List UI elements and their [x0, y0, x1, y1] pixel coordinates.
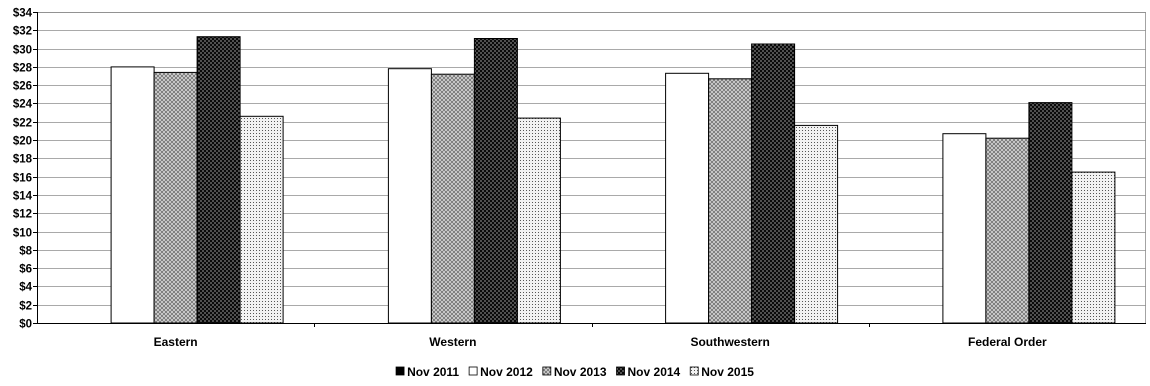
legend-swatch — [616, 366, 625, 376]
y-tick-label: $22 — [13, 118, 32, 130]
y-tick-label: $10 — [13, 228, 32, 240]
bar-nov-2012 — [110, 66, 155, 324]
y-tick-label: $24 — [13, 99, 33, 111]
y-tick-label: $28 — [13, 63, 33, 75]
bar-nov-2012 — [387, 68, 432, 324]
x-tick-label: Federal Order — [968, 335, 1047, 349]
legend-swatch — [395, 366, 405, 376]
y-tick-label: $4 — [19, 282, 32, 294]
bar-nov-2015 — [1071, 171, 1116, 324]
bar-nov-2015 — [794, 124, 839, 324]
y-tick-label: $30 — [13, 45, 32, 57]
x-tick-label: Southwestern — [690, 335, 769, 349]
legend-label: Nov 2011 — [407, 365, 459, 379]
legend-label: Nov 2012 — [480, 365, 533, 379]
x-tick-label: Eastern — [154, 335, 198, 349]
bar-nov-2013 — [985, 137, 1030, 324]
y-tick-label: $26 — [13, 81, 32, 93]
legend-swatch — [542, 366, 552, 376]
legend: Nov 2011 Nov 2012 Nov 2013 Nov 2014 Nov 2015 — [395, 365, 754, 379]
bar-nov-2013 — [708, 78, 753, 324]
legend-swatch — [468, 366, 478, 376]
bar-nov-2014 — [1028, 102, 1073, 324]
bar-nov-2014 — [196, 36, 241, 324]
x-tick-label: Western — [429, 335, 476, 349]
bars — [110, 36, 1116, 324]
legend-label: Nov 2015 — [701, 365, 754, 379]
y-tick-label: $8 — [19, 246, 32, 258]
x-axis: Eastern Western Southwestern Federal Order — [37, 323, 1146, 349]
legend-swatch — [689, 366, 699, 376]
y-tick-label: $34 — [13, 8, 33, 20]
bar-nov-2014 — [473, 38, 518, 324]
y-tick-label: $2 — [19, 301, 32, 313]
legend-label: Nov 2013 — [554, 365, 607, 379]
y-tick-label: $14 — [13, 191, 33, 203]
y-tick-label: $32 — [13, 26, 32, 38]
bar-nov-2013 — [430, 73, 475, 324]
bar-nov-2012 — [942, 133, 987, 324]
bar-nov-2013 — [153, 71, 198, 324]
legend-label: Nov 2014 — [628, 365, 681, 379]
y-tick-label: $6 — [19, 264, 32, 276]
y-tick-label: $20 — [13, 136, 32, 148]
y-axis: $0 $2 $4 $6 $8 $10 $12 $14 $16 $18 $20 $22 $24 $26 $28… — [13, 8, 38, 331]
y-tick-label: $18 — [13, 154, 33, 166]
bar-nov-2014 — [751, 43, 796, 324]
bar-nov-2015 — [239, 115, 284, 324]
y-tick-label: $16 — [13, 173, 32, 185]
y-tick-label: $12 — [13, 209, 32, 221]
bar-nov-2012 — [665, 72, 710, 324]
bar-nov-2015 — [516, 117, 561, 324]
y-tick-label: $0 — [19, 319, 32, 331]
